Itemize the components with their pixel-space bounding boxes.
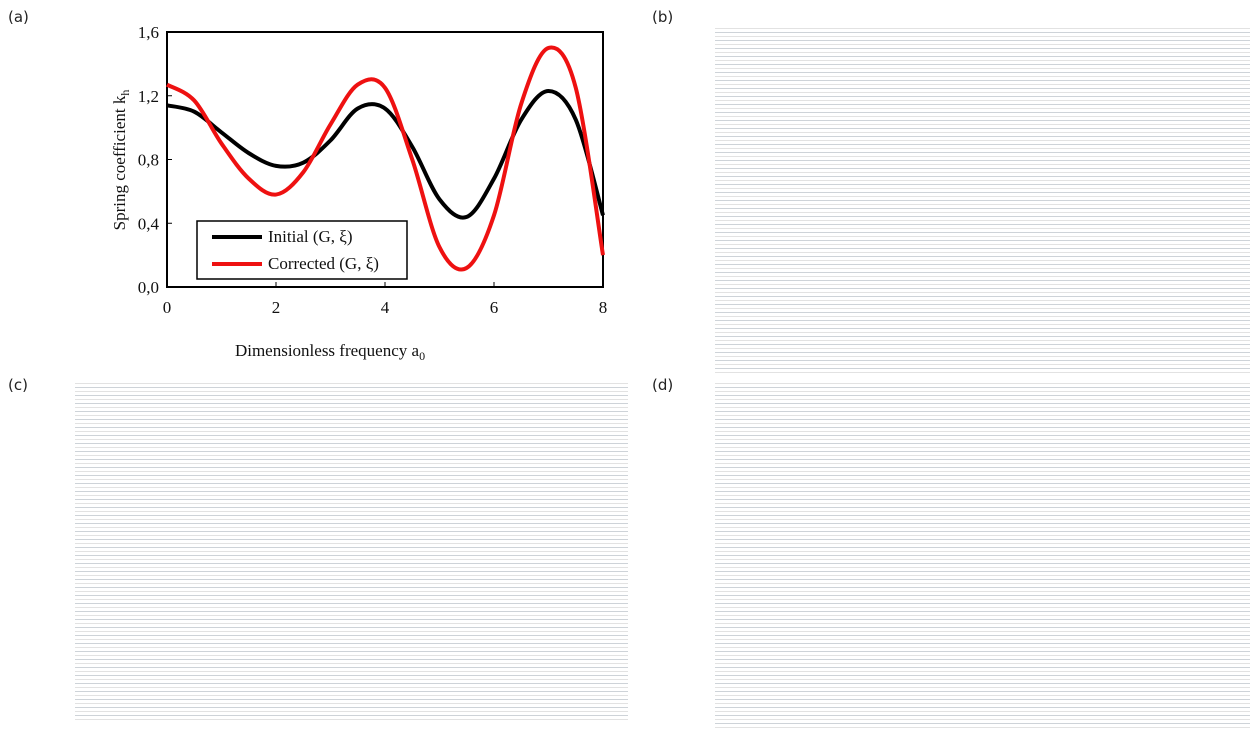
legend-label: Corrected (G, ξ) <box>268 254 379 273</box>
y-tick-label: 1,2 <box>138 87 159 106</box>
y-axis-label-sub: h <box>118 90 132 96</box>
y-axis-label-main: Spring coefficient k <box>110 95 129 230</box>
x-tick-label: 6 <box>490 298 499 317</box>
panel-label: (b) <box>652 8 674 26</box>
legend-label: Initial (G, ξ) <box>268 227 353 246</box>
series-line <box>166 88 605 220</box>
corrupted-panel <box>75 380 628 720</box>
panel-label: (d) <box>652 376 674 394</box>
plot-frame <box>166 31 604 288</box>
x-axis-label-main: Dimensionless frequency a <box>235 341 420 360</box>
panel-label: (c) <box>8 376 28 394</box>
y-tick-label: 1,6 <box>138 23 159 42</box>
chart: Dimensionless frequency a0 Spring coeffi… <box>110 23 608 363</box>
legend-box <box>196 220 408 280</box>
corrupted-panel <box>715 25 1250 375</box>
y-axis-label: Spring coefficient kh <box>110 90 132 231</box>
x-tick-label: 0 <box>163 298 172 317</box>
x-axis-label: Dimensionless frequency a0 <box>235 341 425 363</box>
x-tick-label: 2 <box>272 298 281 317</box>
x-tick-label: 4 <box>381 298 390 317</box>
x-axis-label-sub: 0 <box>419 349 425 363</box>
panel-label: (a) <box>8 8 29 26</box>
x-tick-label: 8 <box>599 298 608 317</box>
y-tick-label: 0,8 <box>138 151 159 170</box>
y-tick-label: 0,4 <box>138 214 160 233</box>
corrupted-panel <box>715 380 1250 730</box>
series-line <box>165 45 605 272</box>
y-tick-label: 0,0 <box>138 278 159 297</box>
